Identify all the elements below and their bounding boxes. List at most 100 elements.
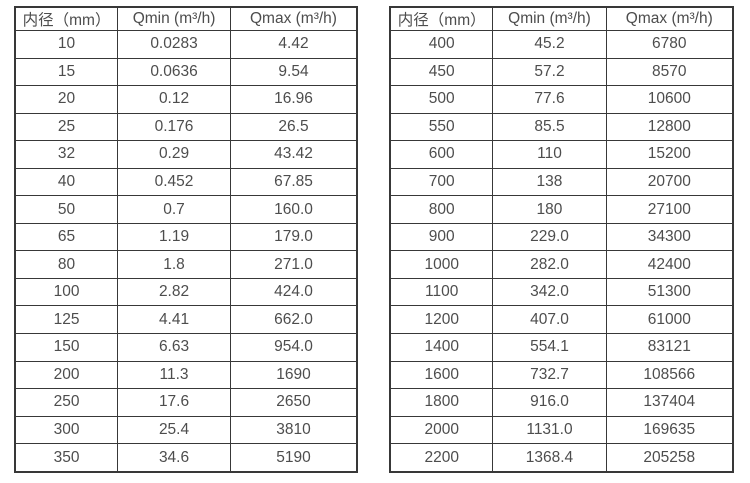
cell: 2200: [389, 443, 494, 473]
cell: 2000: [389, 415, 494, 445]
cell: 5190: [229, 443, 358, 473]
cell: 15200: [605, 140, 734, 169]
cell: 1131.0: [492, 415, 607, 445]
cell: 34.6: [117, 443, 231, 473]
cell: 1100: [389, 277, 494, 307]
cell: 32: [14, 140, 119, 169]
cell: 42400: [605, 250, 734, 279]
cell: 108566: [605, 360, 734, 390]
cell: 34300: [605, 222, 734, 252]
cell: 271.0: [229, 250, 358, 279]
cell: 77.6: [492, 85, 607, 114]
table-row: 600 110 15200: [389, 140, 734, 169]
cell: 40: [14, 167, 119, 197]
cell: 20700: [605, 167, 734, 197]
table-row: 450 57.2 8570: [389, 57, 734, 87]
table-row: 800 180 27100: [389, 195, 734, 224]
cell: 800: [389, 195, 494, 224]
cell: 16.96: [229, 85, 358, 114]
table-row: 350 34.6 5190: [14, 443, 358, 473]
table-row: 300 25.4 3810: [14, 415, 358, 445]
table-row: 15 0.0636 9.54: [14, 57, 358, 87]
cell: 51300: [605, 277, 734, 307]
cell: 6780: [605, 30, 734, 59]
cell: 150: [14, 333, 119, 362]
cell: 3810: [229, 415, 358, 445]
col-header-inner-diameter: 内径（mm）: [14, 6, 119, 31]
cell: 250: [14, 388, 119, 417]
cell: 1800: [389, 388, 494, 417]
table-row: 65 1.19 179.0: [14, 222, 358, 252]
header-row: 内径（mm） Qmin (m³/h) Qmax (m³/h): [14, 6, 358, 31]
table-row: 20 0.12 16.96: [14, 85, 358, 114]
cell: 0.0283: [117, 30, 231, 59]
cell: 67.85: [229, 167, 358, 197]
cell: 26.5: [229, 112, 358, 142]
table-row: 40 0.452 67.85: [14, 167, 358, 197]
table-row: 900 229.0 34300: [389, 222, 734, 252]
cell: 1.19: [117, 222, 231, 252]
cell: 1368.4: [492, 443, 607, 473]
col-header-qmax: Qmax (m³/h): [605, 6, 734, 31]
cell: 916.0: [492, 388, 607, 417]
table-row: 50 0.7 160.0: [14, 195, 358, 224]
cell: 342.0: [492, 277, 607, 307]
cell: 6.63: [117, 333, 231, 362]
cell: 100: [14, 277, 119, 307]
table-row: 150 6.63 954.0: [14, 333, 358, 362]
cell: 25.4: [117, 415, 231, 445]
table-row: 1200 407.0 61000: [389, 305, 734, 335]
table-row: 125 4.41 662.0: [14, 305, 358, 335]
cell: 2.82: [117, 277, 231, 307]
table-row: 10 0.0283 4.42: [14, 30, 358, 59]
cell: 125: [14, 305, 119, 335]
table-body: 10 0.0283 4.42 15 0.0636 9.54 20 0.12 16.96 25 0.1…: [14, 30, 358, 473]
table-row: 1000 282.0 42400: [389, 250, 734, 279]
cell: 80: [14, 250, 119, 279]
cell: 180: [492, 195, 607, 224]
table-row: 2000 1131.0 169635: [389, 415, 734, 445]
flow-rate-table-small-diameters: 内径（mm） Qmin (m³/h) Qmax (m³/h) 10 0.0283 4…: [14, 6, 358, 473]
cell: 45.2: [492, 30, 607, 59]
table-body: 400 45.2 6780 450 57.2 8570 500 77.6 10600 550 85.…: [389, 30, 734, 473]
cell: 61000: [605, 305, 734, 335]
table-row: 1100 342.0 51300: [389, 277, 734, 307]
cell: 43.42: [229, 140, 358, 169]
cell: 27100: [605, 195, 734, 224]
cell: 350: [14, 443, 119, 473]
cell: 954.0: [229, 333, 358, 362]
col-header-qmin: Qmin (m³/h): [117, 6, 231, 31]
table-row: 550 85.5 12800: [389, 112, 734, 142]
cell: 10: [14, 30, 119, 59]
cell: 15: [14, 57, 119, 87]
table-row: 1600 732.7 108566: [389, 360, 734, 390]
cell: 1200: [389, 305, 494, 335]
table-row: 1800 916.0 137404: [389, 388, 734, 417]
cell: 500: [389, 85, 494, 114]
cell: 900: [389, 222, 494, 252]
cell: 300: [14, 415, 119, 445]
cell: 2650: [229, 388, 358, 417]
col-header-qmax: Qmax (m³/h): [229, 6, 358, 31]
col-header-qmin: Qmin (m³/h): [492, 6, 607, 31]
cell: 4.41: [117, 305, 231, 335]
cell: 12800: [605, 112, 734, 142]
cell: 1690: [229, 360, 358, 390]
cell: 1400: [389, 333, 494, 362]
cell: 1.8: [117, 250, 231, 279]
table-row: 100 2.82 424.0: [14, 277, 358, 307]
cell: 200: [14, 360, 119, 390]
cell: 83121: [605, 333, 734, 362]
cell: 0.7: [117, 195, 231, 224]
cell: 600: [389, 140, 494, 169]
table-row: 250 17.6 2650: [14, 388, 358, 417]
cell: 400: [389, 30, 494, 59]
cell: 424.0: [229, 277, 358, 307]
table-row: 500 77.6 10600: [389, 85, 734, 114]
cell: 57.2: [492, 57, 607, 87]
cell: 229.0: [492, 222, 607, 252]
table-row: 1400 554.1 83121: [389, 333, 734, 362]
cell: 554.1: [492, 333, 607, 362]
cell: 0.29: [117, 140, 231, 169]
table-row: 200 11.3 1690: [14, 360, 358, 390]
